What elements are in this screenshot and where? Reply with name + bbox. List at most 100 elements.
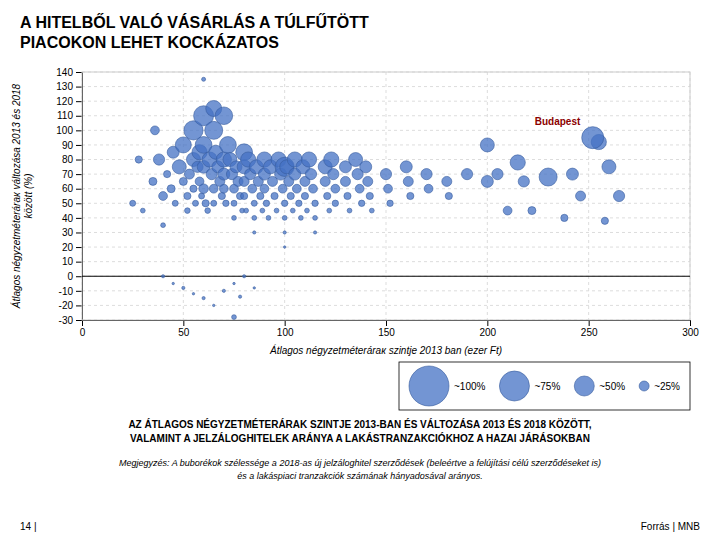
x-tick-label: 150 [378, 327, 395, 338]
bubble [271, 192, 278, 199]
bubble [190, 185, 197, 192]
bubble [274, 208, 279, 213]
bubble [503, 206, 512, 215]
bubble [305, 208, 310, 213]
bubble [232, 215, 237, 220]
footer-left: 14 | [20, 521, 37, 532]
bubble [539, 168, 557, 186]
y-tick: 30 [62, 227, 82, 238]
bubble [340, 176, 350, 186]
y-tick: 100 [56, 125, 82, 136]
bubble [290, 208, 295, 213]
bubble [241, 192, 248, 199]
bubble [369, 208, 374, 213]
y-tick: 60 [62, 183, 82, 194]
bubble [442, 176, 452, 186]
zero-line [82, 276, 690, 277]
y-tick: 70 [62, 169, 82, 180]
bubble [130, 200, 136, 206]
y-tick: 130 [56, 81, 82, 92]
y-tick-label: 60 [62, 183, 74, 194]
grid-line-y [82, 276, 690, 277]
y-tick-mark [76, 145, 82, 146]
grid-line-y [82, 232, 690, 233]
y-tick-label: 70 [62, 169, 74, 180]
y-tick-mark [76, 262, 82, 263]
bubble [384, 184, 393, 193]
bubble [602, 160, 616, 174]
y-tick-mark [76, 130, 82, 131]
grid-line-y [82, 261, 690, 262]
subtitle-line: VALAMINT A JELZÁLOGHITELEK ARÁNYA A LAKÁ… [130, 432, 590, 444]
bubble [481, 175, 493, 187]
legend-item: ~25% [639, 381, 680, 392]
grid-line-y [82, 290, 690, 291]
bubble [283, 231, 286, 234]
y-tick-mark [76, 160, 82, 161]
x-tick-mark [487, 320, 488, 326]
y-tick-label: 110 [57, 110, 73, 121]
bubble [287, 192, 294, 199]
bubble [461, 169, 472, 180]
grid-line-x [487, 72, 488, 320]
bubble [358, 200, 364, 206]
bubble [252, 215, 257, 220]
x-tick-mark [589, 320, 590, 326]
bubble [480, 138, 494, 152]
legend-item: ~50% [574, 376, 625, 396]
bubble [344, 192, 351, 199]
grid-line-x [284, 72, 285, 320]
bubble [281, 200, 287, 206]
bubble [233, 282, 235, 284]
bubble [172, 200, 178, 206]
subtitle: AZ ÁTLAGOS NÉGYZETMÉTERÁRAK SZINTJE 2013… [128, 418, 591, 444]
bubble [282, 215, 287, 220]
y-axis-title-line: Átlagos négyzetméterárак változása 2013 … [10, 83, 22, 309]
x-tick-label: 0 [80, 327, 86, 338]
bubble [199, 184, 209, 194]
bubble [421, 169, 432, 180]
grid-line-x [386, 72, 387, 320]
bubble [324, 152, 339, 167]
bubble [151, 126, 160, 135]
x-tick: 100 [277, 320, 294, 338]
note-line: és a lakáspiaci tranzakciók számának hán… [237, 471, 483, 481]
y-tick-mark [76, 101, 82, 102]
y-tick: -10 [59, 286, 82, 297]
y-axis-title-line: között (%) [23, 173, 34, 218]
bubble [400, 161, 412, 173]
bubble [215, 107, 233, 125]
y-tick-mark [76, 291, 82, 292]
grid-line-x [588, 72, 589, 320]
subtitle-line: AZ ÁTLAGOS NÉGYZETMÉTERÁRAK SZINTJE 2013… [128, 418, 591, 430]
bubble [613, 190, 624, 201]
y-tick-label: 120 [56, 96, 73, 107]
bubble [266, 215, 271, 220]
bubble [243, 275, 246, 278]
legend-bubble [409, 366, 449, 406]
x-tick-label: 50 [178, 327, 190, 338]
bubble [492, 169, 503, 180]
bubble [253, 231, 256, 234]
bubble [182, 286, 185, 289]
legend-item: ~75% [499, 371, 560, 401]
annotation: Budapest [535, 116, 581, 127]
bubble [366, 192, 373, 199]
bubble [347, 208, 352, 213]
bubble [251, 200, 257, 206]
x-tick-label: 200 [479, 327, 496, 338]
bubble [582, 127, 604, 149]
y-tick-mark [76, 72, 82, 73]
y-tick-label: -30 [59, 315, 74, 326]
y-tick-label: 80 [62, 154, 74, 165]
y-tick-label: 10 [62, 256, 74, 267]
bubble [324, 192, 331, 199]
legend-label: ~25% [654, 381, 680, 392]
y-tick-mark [76, 247, 82, 248]
bubble [601, 217, 608, 224]
bubble [328, 169, 339, 180]
y-tick: 140 [56, 67, 82, 78]
y-tick-label: 0 [67, 271, 73, 282]
grid-line-y [82, 217, 690, 218]
x-tick-label: 250 [581, 327, 598, 338]
